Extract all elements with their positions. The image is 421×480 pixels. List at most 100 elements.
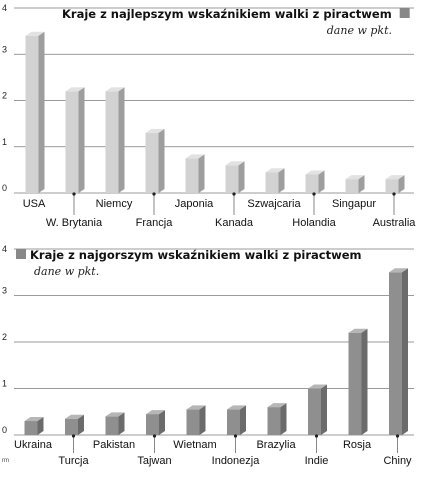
bar-top — [145, 128, 165, 133]
bar-side — [278, 168, 285, 193]
edge-text: rm — [2, 458, 9, 464]
y-tick-label: 4 — [2, 244, 7, 254]
bar-top — [308, 384, 327, 389]
category-label: Kanada — [215, 217, 254, 229]
bar-top — [227, 405, 246, 410]
bar — [308, 384, 327, 435]
y-tick-label: 1 — [2, 379, 7, 389]
bar-side — [318, 170, 325, 193]
category-label: Szwajcaria — [247, 198, 301, 210]
bar-front — [345, 179, 359, 193]
bar-top — [225, 161, 245, 166]
bar-side — [118, 87, 125, 193]
y-tick-label: 4 — [2, 3, 7, 13]
bar — [105, 87, 125, 193]
bar — [146, 410, 165, 435]
y-tick-label: 3 — [2, 44, 7, 54]
bar-top — [185, 154, 205, 159]
category-label: W. Brytania — [46, 217, 103, 229]
y-tick-label: 0 — [2, 425, 7, 435]
bar-side — [78, 414, 84, 435]
label-dot — [395, 434, 400, 438]
bar-top — [305, 170, 325, 175]
bar-side — [118, 412, 125, 435]
bar — [385, 175, 405, 193]
bar-top — [385, 175, 405, 180]
legend-square — [399, 8, 410, 18]
bar-top — [65, 414, 84, 419]
y-tick-label: 2 — [2, 91, 7, 101]
category-label: Indie — [305, 455, 329, 467]
bar-front — [24, 421, 38, 435]
category-label: Singapur — [332, 198, 376, 210]
bar-side — [402, 268, 408, 435]
bar-front — [186, 409, 200, 435]
bar-top — [267, 403, 287, 408]
bar-front — [385, 179, 399, 193]
bar-front — [25, 35, 39, 193]
label-dot — [232, 192, 236, 196]
bar-side — [158, 128, 165, 193]
bar-top — [25, 31, 45, 36]
label-dot — [392, 192, 396, 196]
bar — [65, 87, 85, 193]
category-label: Holandia — [292, 217, 336, 229]
label-dot — [312, 192, 316, 196]
bar-front — [305, 174, 319, 193]
bar-front — [65, 418, 78, 435]
bar — [65, 414, 84, 435]
bar-top — [24, 417, 44, 422]
label-dot — [152, 434, 157, 438]
legend-square — [16, 249, 26, 259]
bar-side — [238, 161, 245, 193]
bar-top — [348, 328, 368, 333]
category-label: Chiny — [383, 455, 412, 467]
bar-side — [38, 31, 45, 193]
category-label: USA — [23, 198, 46, 210]
bar — [185, 154, 205, 193]
chart-subtitle: dane w pkt. — [34, 265, 99, 278]
bar-side — [358, 175, 365, 193]
bar — [227, 405, 246, 435]
bar-front — [389, 272, 402, 435]
category-label: Wietnam — [173, 439, 216, 451]
bar-front — [145, 132, 159, 193]
bar — [225, 161, 245, 193]
bar-side — [361, 328, 368, 435]
bar-front — [308, 388, 321, 435]
y-tick-label: 2 — [2, 332, 7, 342]
chart-title: Kraje z najgorszym wskaźnikiem walki z p… — [30, 248, 362, 262]
bar — [24, 417, 44, 435]
category-label: Brazylia — [256, 439, 296, 451]
bar-side — [321, 384, 327, 435]
bar-front — [65, 91, 79, 193]
bar-front — [225, 165, 239, 193]
bar-side — [37, 417, 44, 435]
label-dot — [152, 192, 156, 196]
bar-front — [227, 409, 240, 435]
bar-front — [348, 332, 362, 435]
label-dot — [71, 434, 76, 438]
bar — [145, 128, 165, 193]
bar-front — [185, 158, 199, 193]
bar-front — [105, 416, 119, 435]
bar — [186, 405, 206, 435]
bar-top — [389, 268, 408, 273]
bar-side — [280, 403, 287, 435]
bar-side — [198, 154, 205, 193]
label-dot — [314, 434, 319, 438]
bar — [267, 403, 287, 435]
bar-top — [265, 168, 285, 173]
category-label: Pakistan — [93, 439, 135, 451]
category-label: Japonia — [175, 198, 214, 210]
category-label: Indonezja — [212, 455, 261, 467]
bar-side — [398, 175, 405, 193]
category-label: Australia — [373, 217, 417, 229]
bar-top — [105, 87, 125, 92]
y-tick-label: 1 — [2, 137, 7, 147]
bar-top — [186, 405, 206, 410]
bar — [25, 31, 45, 193]
bar — [389, 268, 408, 435]
bar — [348, 328, 368, 435]
bar — [105, 412, 125, 435]
